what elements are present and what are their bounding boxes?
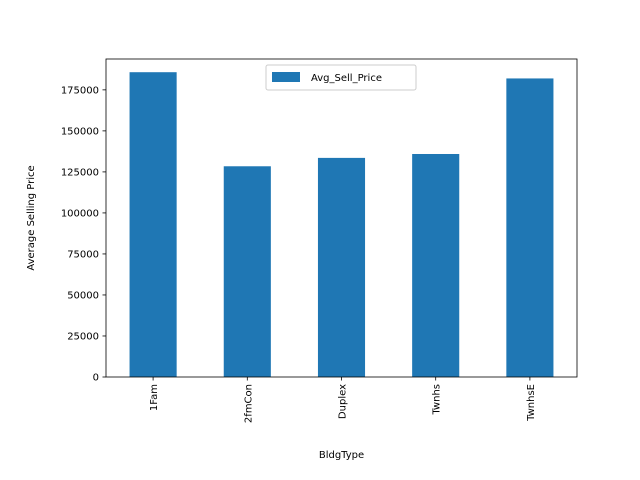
legend: Avg_Sell_Price	[265, 64, 417, 91]
x-tick-label: Duplex	[338, 384, 349, 419]
x-tick-label: 2fmCon	[243, 384, 254, 423]
x-tick-label: 1Fam	[149, 384, 160, 411]
legend-label: Avg_Sell_Price	[311, 73, 382, 84]
bar-1Fam	[129, 72, 177, 377]
bar-Duplex	[317, 157, 366, 377]
y-tick-label: 75000	[67, 249, 99, 260]
y-tick-label: 175000	[61, 85, 99, 96]
x-axis: 1Fam 2fmCon Duplex Twnhs TwnhsE	[149, 377, 537, 423]
y-tick-label: 50000	[67, 290, 99, 301]
x-tick-label: Twnhs	[432, 384, 443, 416]
bar-Twnhs	[412, 153, 460, 377]
y-tick-label: 25000	[67, 331, 99, 342]
x-axis-label: BldgType	[319, 450, 364, 461]
y-tick-label: 150000	[61, 126, 99, 137]
bar-TwnhsE	[506, 78, 554, 377]
bar-2fmCon	[223, 166, 271, 377]
legend-swatch	[272, 72, 300, 82]
x-tick-label: TwnhsE	[526, 384, 537, 422]
y-tick-label: 125000	[61, 167, 99, 178]
bars-group	[129, 72, 554, 377]
y-tick-label: 0	[93, 373, 99, 384]
y-tick-label: 100000	[61, 208, 99, 219]
y-axis: 0 25000 50000 75000 100000 125000 150000 175000	[61, 85, 106, 384]
y-axis-label: Average Selling Price	[26, 165, 37, 270]
legend-box	[265, 64, 417, 91]
